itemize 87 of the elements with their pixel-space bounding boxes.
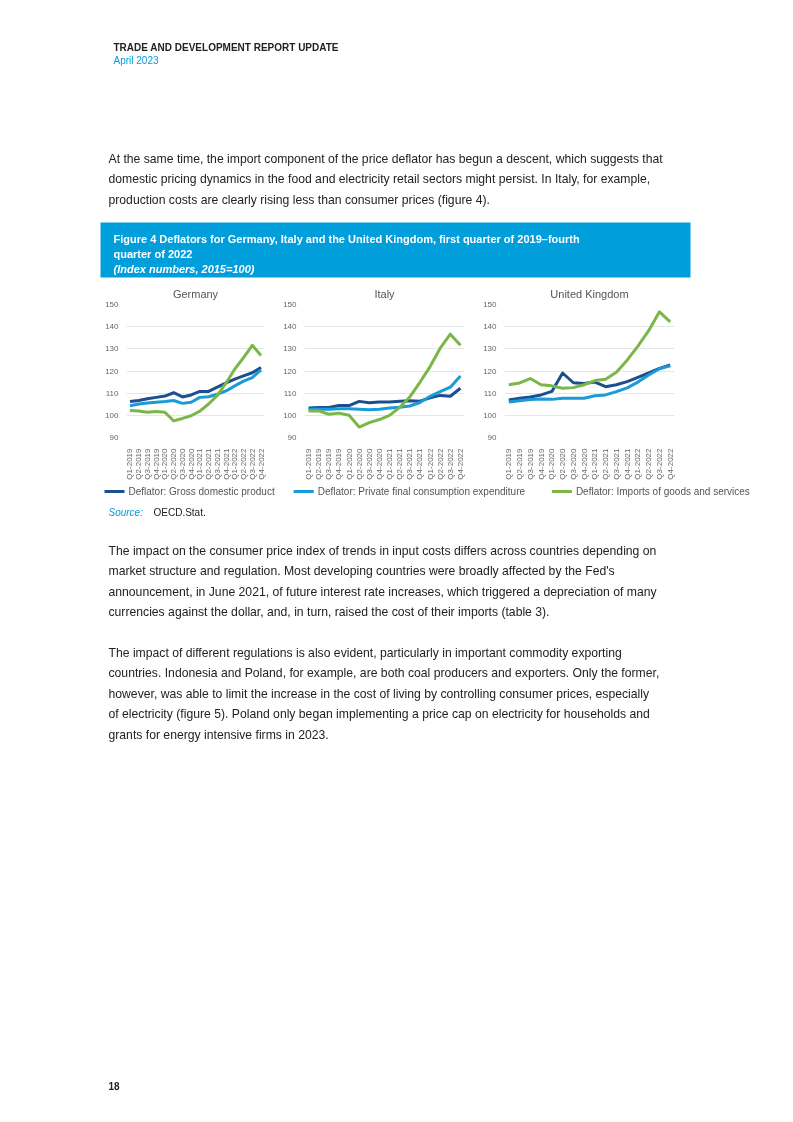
x-tick-label: Q4-2020 xyxy=(186,447,196,480)
x-tick-label: Q1-2020 xyxy=(344,447,354,480)
x-tick-label: Q3-2022 xyxy=(654,447,664,480)
x-tick-label: Q2-2021 xyxy=(204,447,214,480)
chart-title: United Kingdom xyxy=(550,287,629,300)
y-tick-label: 150 xyxy=(483,300,498,309)
text: At the same time, the import component of the price deflator has begun a descent, which suggests that domestic pricing dynamics in the food and electricity retail sectors might persist. In Italy, for example, production costs are clearly rising less than consumer prices (figure 4). xyxy=(108,151,664,207)
line-series xyxy=(128,343,263,423)
chart-title: Germany xyxy=(172,287,219,300)
x-tick-label: Q2-2019 xyxy=(134,447,144,480)
line-series xyxy=(507,310,672,390)
x-tick-label: Q3-2021 xyxy=(212,447,222,480)
x-tick-label: Q3-2022 xyxy=(445,447,455,480)
x-tick-label: Q2-2021 xyxy=(395,447,405,480)
y-tick-label: 100 xyxy=(483,410,498,420)
x-tick-label: Q4-2021 xyxy=(622,447,632,480)
x-tick-label: Q1-2020 xyxy=(160,447,170,480)
text: The impact of different regulations is also evident, particularly in important commodity exporting countries. Indonesia and Poland, for example, are both coal producers and exporters. Only the former, however, was able to limit the increase in the cost of living by controlling consumer prices, especially of electricity (figure 5). Poland only began implementing a price cap on electricity for households and grants for energy intensive firms in 2023. xyxy=(108,645,660,742)
x-tick-label: Q3-2021 xyxy=(611,447,621,480)
y-tick-label: 90 xyxy=(109,433,120,442)
x-tick-label: Q4-2019 xyxy=(536,447,546,480)
x-tick-label: Q4-2021 xyxy=(221,447,231,480)
text: April 2023 xyxy=(113,55,159,66)
line-series xyxy=(307,332,462,429)
x-tick-label: Q2-2022 xyxy=(644,447,654,480)
text: (Index numbers, 2015=100) xyxy=(113,262,255,275)
y-tick-label: 90 xyxy=(487,433,498,442)
x-tick-label: Q2-2020 xyxy=(558,447,568,480)
y-tick-label: 110 xyxy=(283,388,298,398)
text: 18 xyxy=(108,1080,121,1092)
y-tick-label: 100 xyxy=(105,410,120,420)
y-tick-label: 140 xyxy=(483,322,498,332)
source-note: Source: OECD.Stat. xyxy=(108,507,206,518)
x-tick-label: Q3-2021 xyxy=(405,447,415,480)
y-tick-label: 120 xyxy=(283,366,298,376)
x-tick-label: Q2-2021 xyxy=(601,447,611,480)
y-tick-label: 110 xyxy=(105,388,120,398)
y-tick-label: 140 xyxy=(105,322,120,332)
x-tick-label: Q4-2020 xyxy=(374,447,384,480)
y-tick-label: 150 xyxy=(283,300,298,309)
x-tick-label: Q3-2020 xyxy=(364,447,374,480)
x-tick-label: Q2-2019 xyxy=(314,447,324,480)
x-tick-label: Q4-2019 xyxy=(334,447,344,480)
x-tick-label: Q4-2022 xyxy=(665,447,675,480)
y-tick-label: 130 xyxy=(283,344,298,354)
x-tick-label: Q3-2022 xyxy=(247,447,257,480)
x-tick-label: Q3-2020 xyxy=(568,447,578,480)
y-tick-label: 130 xyxy=(483,344,498,354)
x-tick-label: Q4-2021 xyxy=(415,447,425,480)
y-tick-label: 90 xyxy=(287,433,298,442)
x-tick-label: Q4-2022 xyxy=(455,447,465,480)
y-tick-label: 140 xyxy=(283,322,298,332)
y-tick-label: 110 xyxy=(483,388,498,398)
legend-label: Deflator: Imports of goods and services xyxy=(575,486,750,497)
x-tick-label: Q1-2021 xyxy=(385,447,395,480)
x-tick-label: Q1-2022 xyxy=(633,447,643,480)
x-tick-label: Q1-2022 xyxy=(230,447,240,480)
x-tick-label: Q3-2019 xyxy=(525,447,535,480)
x-tick-label: Q1-2019 xyxy=(304,447,314,480)
x-tick-label: Q2-2022 xyxy=(239,447,249,480)
x-tick-label: Q2-2019 xyxy=(515,447,525,480)
text: The impact on the consumer price index of trends in input costs differs across countries depending on market structure and regulation. Most developing countries were broadly affected by the Fed's announcement, in June 2021, of future interest rate increases, which triggered a depreciation of many currencies against the dollar, and, in turn, raised the cost of their imports (table 3). xyxy=(108,543,658,619)
legend-label: Deflator: Gross domestic product xyxy=(128,486,275,497)
y-tick-label: 130 xyxy=(105,344,120,354)
x-tick-label: Q4-2020 xyxy=(579,447,589,480)
caption: Figure 4 Deflators for Germany, Italy and the United Kingdom, first quarter of 2019–fourth quarter of 2022 xyxy=(113,232,580,260)
x-tick-label: Q3-2019 xyxy=(142,447,152,480)
x-tick-label: Q3-2019 xyxy=(324,447,334,480)
x-tick-label: Q1-2019 xyxy=(504,447,514,480)
y-tick-label: 120 xyxy=(105,366,120,376)
y-tick-label: 100 xyxy=(283,410,298,420)
chart-title: Italy xyxy=(374,287,396,300)
x-tick-label: Q1-2022 xyxy=(425,447,435,480)
x-tick-label: Q1-2020 xyxy=(547,447,557,480)
x-tick-label: Q3-2020 xyxy=(177,447,187,480)
y-tick-label: 120 xyxy=(483,366,498,376)
x-tick-label: Q4-2022 xyxy=(256,447,266,480)
x-tick-label: Q2-2022 xyxy=(435,447,445,480)
x-tick-label: Q2-2020 xyxy=(169,447,179,480)
x-tick-label: Q2-2020 xyxy=(354,447,364,480)
text: TRADE AND DEVELOPMENT REPORT UPDATE xyxy=(113,42,339,53)
x-tick-label: Q4-2019 xyxy=(151,447,161,480)
legend-label: Deflator: Private final consumption expenditure xyxy=(317,486,526,497)
y-tick-label: 150 xyxy=(105,300,120,309)
x-tick-label: Q1-2019 xyxy=(125,447,135,480)
x-tick-label: Q1-2021 xyxy=(590,447,600,480)
x-tick-label: Q1-2021 xyxy=(195,447,205,480)
